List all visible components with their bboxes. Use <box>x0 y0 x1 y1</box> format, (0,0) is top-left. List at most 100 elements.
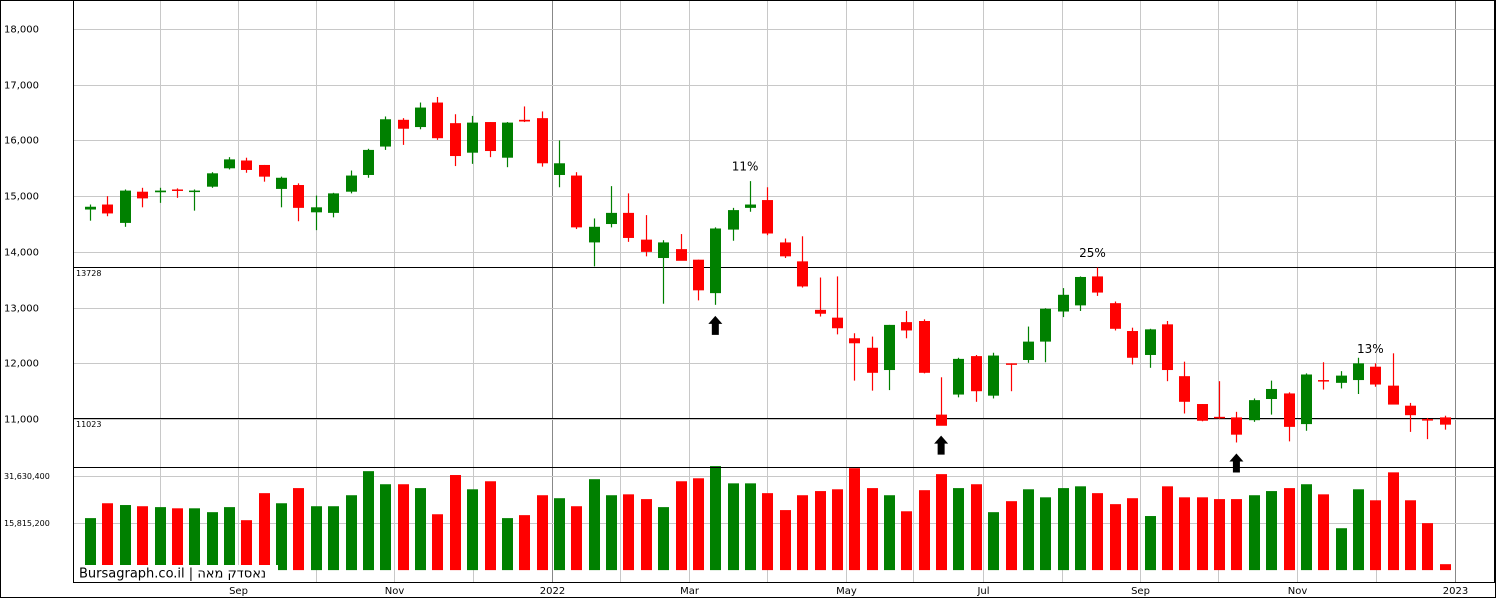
volume-bar <box>953 488 964 571</box>
candle-body <box>1249 400 1260 421</box>
volume-bar <box>241 520 252 571</box>
candle-body <box>293 185 304 208</box>
candle-body <box>1231 417 1242 435</box>
candle-body <box>189 190 200 193</box>
volume-bar <box>346 495 357 571</box>
candle-body <box>1370 366 1381 385</box>
y-tick-label: 12,000 <box>4 359 39 370</box>
candle-body <box>1405 405 1416 416</box>
candle-body <box>1440 417 1451 425</box>
candle-body <box>797 261 808 287</box>
candle-body <box>1127 331 1138 358</box>
volume-bar <box>710 466 721 571</box>
volume-pane <box>73 467 1495 583</box>
volume-bar <box>519 515 530 571</box>
y2-tick-label: 15,815,200 <box>4 519 50 528</box>
candle-body <box>467 122 478 153</box>
volume-bar <box>311 506 322 571</box>
candle-body <box>606 212 617 225</box>
candle-body <box>1162 324 1173 371</box>
volume-bar <box>676 481 687 571</box>
candle-body <box>658 242 669 259</box>
x-tick-label: 2022 <box>540 586 565 597</box>
candle-body <box>1422 419 1433 421</box>
volume-bar <box>971 484 982 571</box>
x-tick-label: Mar <box>680 586 700 597</box>
candle-body <box>919 320 930 373</box>
x-tick-label: May <box>836 586 857 597</box>
candle-body <box>1388 385 1399 405</box>
volume-bar <box>1284 488 1295 571</box>
candle-body <box>519 119 530 122</box>
volume-bar <box>172 508 183 571</box>
candle-body <box>815 309 826 314</box>
volume-bar <box>936 474 947 571</box>
candle-body <box>589 226 600 243</box>
volume-bar <box>849 468 860 571</box>
x-tick-label: 2023 <box>1443 586 1468 597</box>
candle-body <box>276 177 287 189</box>
volume-bar <box>1405 500 1416 571</box>
candle-body <box>971 356 982 392</box>
candle-body <box>137 191 148 199</box>
volume-bar <box>259 493 270 571</box>
volume-bar <box>1214 499 1225 571</box>
reference-label: 13728 <box>76 269 101 278</box>
volume-bar <box>224 507 235 571</box>
candle-body <box>415 107 426 128</box>
x-tick-label: Nov <box>385 586 405 597</box>
candle-body <box>1266 388 1277 400</box>
y-tick-label: 16,000 <box>4 136 39 147</box>
volume-bar <box>207 512 218 571</box>
volume-bar <box>155 507 166 571</box>
volume-bar <box>901 511 912 571</box>
y-tick-label: 17,000 <box>4 81 39 92</box>
annotation: 11% <box>732 160 759 174</box>
volume-bar <box>363 471 374 571</box>
candle-body <box>485 122 496 152</box>
candle-body <box>537 118 548 164</box>
candle-body <box>571 175 582 228</box>
y-tick-label: 18,000 <box>4 25 39 36</box>
candle-body <box>693 259 704 291</box>
volume-bar <box>467 489 478 571</box>
volume-bar <box>328 506 339 571</box>
volume-bar <box>432 514 443 571</box>
candle-body <box>953 358 964 395</box>
candle-body <box>1092 276 1103 293</box>
volume-bar <box>832 489 843 571</box>
reference-label: 11023 <box>76 420 101 429</box>
candle-body <box>102 204 113 214</box>
volume-bar <box>1058 488 1069 571</box>
volume-bar <box>762 493 773 571</box>
y-tick-label: 14,000 <box>4 248 39 259</box>
volume-bar <box>1336 528 1347 571</box>
x-tick-label: Sep <box>229 586 248 597</box>
volume-bar <box>1388 472 1399 571</box>
candle-body <box>728 210 739 230</box>
volume-bar <box>415 488 426 571</box>
volume-bar <box>1127 498 1138 571</box>
candle-body <box>346 175 357 192</box>
volume-bar <box>571 506 582 571</box>
volume-bar <box>1092 493 1103 571</box>
candle-body <box>328 193 339 213</box>
watermark-box <box>76 565 278 582</box>
volume-bar <box>1075 486 1086 571</box>
candle-body <box>901 322 912 331</box>
volume-bar <box>1162 486 1173 571</box>
candle-body <box>1058 294 1069 312</box>
volume-bar <box>1422 523 1433 571</box>
volume-bar <box>554 498 565 571</box>
marks: 11% 25% 13% <box>85 96 1451 571</box>
volume-bar <box>1023 489 1034 571</box>
candle-body <box>1075 276 1086 306</box>
candle-body <box>380 119 391 147</box>
volume-bar <box>276 503 287 571</box>
candle-body <box>623 212 634 238</box>
y2-tick-label: 31,630,400 <box>4 472 50 481</box>
annotation: 25% <box>1079 246 1106 260</box>
candle-body <box>867 347 878 373</box>
volume-bar <box>1440 564 1451 571</box>
candle-body <box>363 149 374 175</box>
